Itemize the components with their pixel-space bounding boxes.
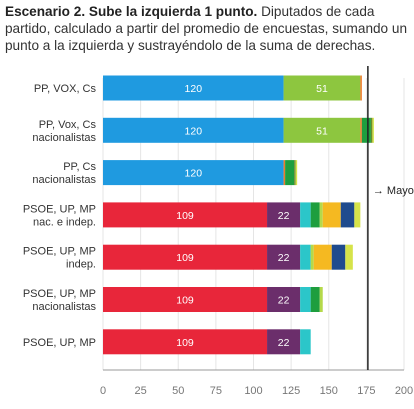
x-tick-label: 175 — [357, 385, 375, 397]
bar-value-label: 120 — [185, 83, 203, 95]
x-tick-label: 100 — [244, 385, 262, 397]
bar-segment — [267, 287, 301, 312]
bar-segment — [103, 75, 284, 101]
bar-segment — [295, 160, 298, 186]
x-tick-label: 125 — [282, 385, 300, 397]
bar-value-label: 109 — [176, 295, 194, 307]
bar-value-label: 22 — [278, 295, 290, 307]
bar-segment — [361, 117, 371, 143]
bar-value-label: 120 — [185, 168, 203, 180]
x-tick-label: 200 — [395, 385, 413, 397]
bar-segment — [267, 202, 301, 228]
bar-segment — [103, 329, 268, 355]
row-label: nacionalistas — [32, 132, 96, 144]
bar-segment — [310, 202, 320, 228]
row-label: nacionalistas — [32, 174, 96, 186]
bar-segment — [331, 244, 346, 270]
x-tick-label: 50 — [172, 385, 184, 397]
row-label: PP, Vox, Cs — [39, 119, 97, 131]
row-label: PP, Cs — [63, 161, 96, 173]
bar-value-label: 22 — [278, 210, 290, 222]
row-label: PSOE, UP, MP — [23, 246, 96, 258]
bar-segment — [300, 287, 311, 312]
row-label: nacionalistas — [32, 301, 96, 313]
bar-segment — [310, 287, 320, 312]
bar-segment — [360, 117, 362, 143]
bar-value-label: 22 — [278, 252, 290, 264]
bar-value-label: 109 — [176, 252, 194, 264]
bar-value-label: 120 — [185, 125, 203, 137]
x-tick-label: 150 — [320, 385, 338, 397]
bar-segment — [103, 287, 268, 312]
bar-segment — [319, 287, 323, 312]
majority-label: → Mayoría — [373, 185, 414, 197]
row-label: nac. e indep. — [33, 216, 96, 228]
bar-segment — [310, 244, 314, 270]
chart-title: Escenario 2. Sube la izquierda 1 punto. … — [5, 3, 409, 54]
chart-subtitle: Diputados de cada partido, calculado a p… — [5, 4, 408, 53]
bar-segment — [360, 75, 362, 101]
bar-segment — [300, 244, 311, 270]
x-tick-label: 25 — [135, 385, 147, 397]
bar-segment — [300, 329, 311, 355]
bar-segment — [267, 329, 301, 355]
bar-value-label: 22 — [278, 337, 290, 349]
bar-segment — [283, 75, 361, 101]
row-label: PSOE, UP, MP — [23, 337, 96, 349]
row-label: indep. — [66, 259, 96, 271]
bar-segment — [319, 202, 323, 228]
bar-segment — [340, 202, 355, 228]
row-label: PP, VOX, Cs — [34, 83, 97, 95]
bar-value-label: 51 — [316, 125, 328, 137]
bar-segment — [300, 202, 311, 228]
bar-segment — [267, 244, 301, 270]
bar-segment — [372, 117, 374, 143]
x-tick-label: 75 — [210, 385, 222, 397]
bar-segment — [354, 202, 361, 228]
bar-segment — [103, 244, 268, 270]
bar-segment — [322, 202, 341, 228]
bar-segment — [103, 202, 268, 228]
bar-segment — [283, 117, 361, 143]
chart-title-bold: Escenario 2. Sube la izquierda 1 punto. — [5, 4, 258, 19]
x-tick-label: 0 — [100, 385, 106, 397]
bar-segment — [283, 160, 286, 186]
bar-segment — [103, 117, 284, 143]
bar-value-label: 51 — [316, 83, 328, 95]
bar-segment — [313, 244, 332, 270]
bar-segment — [294, 160, 296, 186]
bar-segment — [370, 117, 373, 143]
bar-segment — [103, 160, 284, 186]
bar-value-label: 109 — [176, 337, 194, 349]
row-label: PSOE, UP, MP — [23, 288, 96, 300]
bar-segment — [345, 244, 353, 270]
row-label: PSOE, UP, MP — [23, 203, 96, 215]
bar-segment — [285, 160, 295, 186]
bar-value-label: 109 — [176, 210, 194, 222]
